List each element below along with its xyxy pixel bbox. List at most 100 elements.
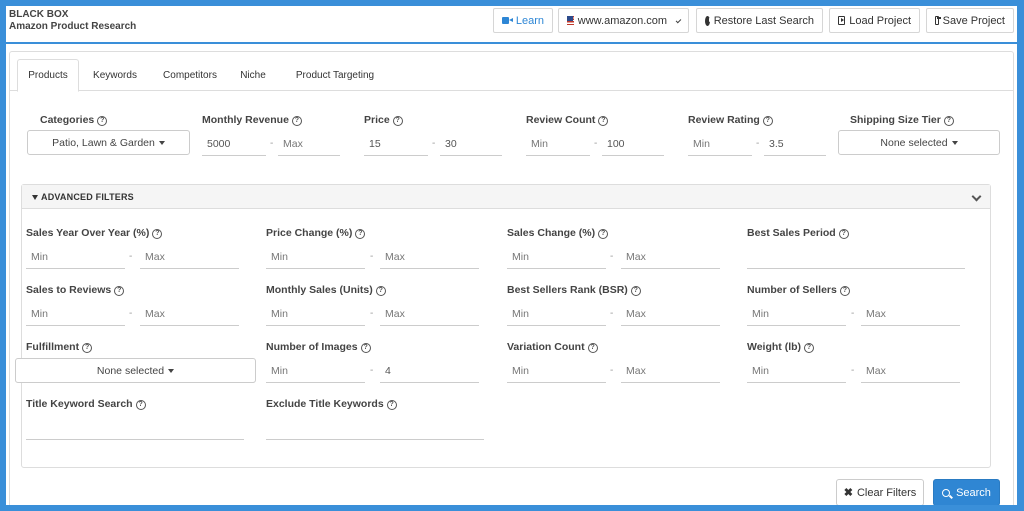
shipping-size-tier-value: None selected (880, 136, 948, 149)
title-keyword-label: Title Keyword Search? (26, 398, 146, 410)
help-icon[interactable]: ? (392, 116, 403, 126)
num-sellers-max-input[interactable]: Max (861, 302, 960, 326)
num-images-max-input[interactable]: 4 (380, 359, 479, 383)
clear-filters-button[interactable]: ✖ Clear Filters (836, 479, 924, 505)
exclude-title-input[interactable] (266, 416, 484, 440)
help-icon[interactable]: ? (598, 229, 609, 239)
learn-button[interactable]: Learn (493, 8, 553, 33)
sales-yoy-max-input[interactable]: Max (140, 245, 239, 269)
title-keyword-input[interactable] (26, 416, 244, 440)
fulfillment-label-text: Fulfillment (26, 341, 80, 353)
weight-min-input[interactable]: Min (747, 359, 846, 383)
help-icon[interactable]: ? (152, 229, 163, 239)
monthly-sales-max-input[interactable]: Max (380, 302, 479, 326)
sales-change-max-input[interactable]: Max (621, 245, 720, 269)
close-icon: ✖ (843, 487, 853, 499)
categories-label: Categories? (40, 114, 108, 126)
monthly-revenue-max-input[interactable]: Max (278, 132, 340, 156)
advanced-filters-header[interactable]: ADVANCED FILTERS (22, 185, 990, 209)
monthly-revenue-min-input[interactable]: 5000 (202, 132, 266, 156)
caret-down-icon (168, 368, 175, 373)
num-sellers-min-input[interactable]: Min (747, 302, 846, 326)
tab-niche[interactable]: Niche (240, 69, 266, 81)
categories-select[interactable]: Patio, Lawn & Garden (27, 130, 190, 155)
num-images-min-input[interactable]: Min (266, 359, 365, 383)
exclude-title-label-text: Exclude Title Keywords (266, 398, 384, 410)
marketplace-select[interactable]: www.amazon.com (558, 8, 689, 33)
load-label: Load Project (849, 14, 911, 27)
sales-change-label: Sales Change (%)? (507, 227, 609, 239)
save-label: Save Project (942, 14, 1005, 27)
tab-competitors[interactable]: Competitors (163, 69, 217, 81)
tab-keywords[interactable]: Keywords (93, 69, 137, 81)
help-icon[interactable]: ? (355, 229, 366, 239)
fulfillment-select[interactable]: None selected (15, 358, 256, 383)
weight-max-input[interactable]: Max (861, 359, 960, 383)
tab-product-targeting[interactable]: Product Targeting (295, 69, 375, 81)
range-dash: - (432, 138, 436, 149)
review-rating-max-input[interactable]: 3.5 (764, 132, 826, 156)
price-max-input[interactable]: 30 (440, 132, 502, 156)
help-icon[interactable]: ? (943, 116, 954, 126)
sales-to-reviews-max-input[interactable]: Max (140, 302, 239, 326)
help-icon[interactable]: ? (838, 229, 849, 239)
price-change-min-input[interactable]: Min (266, 245, 365, 269)
help-icon[interactable]: ? (360, 343, 371, 353)
range-dash: - (594, 138, 598, 149)
help-icon[interactable]: ? (804, 343, 815, 353)
help-icon[interactable]: ? (114, 286, 125, 296)
help-icon[interactable]: ? (375, 286, 386, 296)
sales-change-min-input[interactable]: Min (507, 245, 606, 269)
help-icon[interactable]: ? (135, 400, 146, 410)
help-icon[interactable]: ? (82, 343, 93, 353)
shipping-size-tier-select[interactable]: None selected (838, 130, 1000, 155)
categories-value: Patio, Lawn & Garden (52, 136, 155, 149)
video-icon (502, 17, 513, 24)
marketplace-label: www.amazon.com (577, 14, 668, 27)
restore-label: Restore Last Search (713, 14, 814, 27)
help-icon[interactable]: ? (630, 286, 641, 296)
tab-products[interactable]: Products (17, 59, 79, 92)
save-icon (935, 16, 941, 25)
range-dash: - (851, 365, 855, 376)
bsr-label: Best Sellers Rank (BSR)? (507, 284, 641, 296)
sales-to-reviews-min-input[interactable]: Min (26, 302, 125, 326)
sales-yoy-min-input[interactable]: Min (26, 245, 125, 269)
bsr-min-input[interactable]: Min (507, 302, 606, 326)
variation-count-max-input[interactable]: Max (621, 359, 720, 383)
review-rating-min-input[interactable]: Min (688, 132, 752, 156)
range-dash: - (610, 365, 614, 376)
help-icon[interactable]: ? (762, 116, 773, 126)
help-icon[interactable]: ? (97, 116, 108, 126)
price-min-input[interactable]: 15 (364, 132, 428, 156)
restore-last-search-button[interactable]: Restore Last Search (696, 8, 823, 33)
save-project-button[interactable]: Save Project (926, 8, 1014, 33)
num-sellers-label: Number of Sellers? (747, 284, 850, 296)
help-icon[interactable]: ? (386, 400, 397, 410)
caret-down-icon (158, 140, 165, 145)
num-images-label-text: Number of Images (266, 341, 358, 353)
best-sales-period-select[interactable] (747, 245, 965, 269)
range-dash: - (270, 138, 274, 149)
load-project-button[interactable]: Load Project (829, 8, 920, 33)
review-count-max-input[interactable]: 100 (602, 132, 664, 156)
advanced-filters-title: ADVANCED FILTERS (32, 192, 134, 202)
range-dash: - (370, 308, 374, 319)
weight-label: Weight (lb)? (747, 341, 815, 353)
clear-filters-label: Clear Filters (856, 486, 917, 499)
bsr-max-input[interactable]: Max (621, 302, 720, 326)
price-change-max-input[interactable]: Max (380, 245, 479, 269)
variation-count-min-input[interactable]: Min (507, 359, 606, 383)
num-sellers-label-text: Number of Sellers (747, 284, 837, 296)
search-button[interactable]: Search (933, 479, 1000, 505)
help-icon[interactable]: ? (839, 286, 850, 296)
help-icon[interactable]: ? (291, 116, 302, 126)
help-icon[interactable]: ? (587, 343, 598, 353)
us-flag-icon (567, 16, 574, 25)
help-icon[interactable]: ? (598, 116, 609, 126)
chevron-down-icon[interactable] (971, 191, 982, 202)
brand-title: BLACK BOX (9, 9, 69, 20)
monthly-sales-min-input[interactable]: Min (266, 302, 365, 326)
review-count-min-input[interactable]: Min (526, 132, 590, 156)
tab-bar: Products Keywords Competitors Niche Prod… (10, 52, 1013, 92)
